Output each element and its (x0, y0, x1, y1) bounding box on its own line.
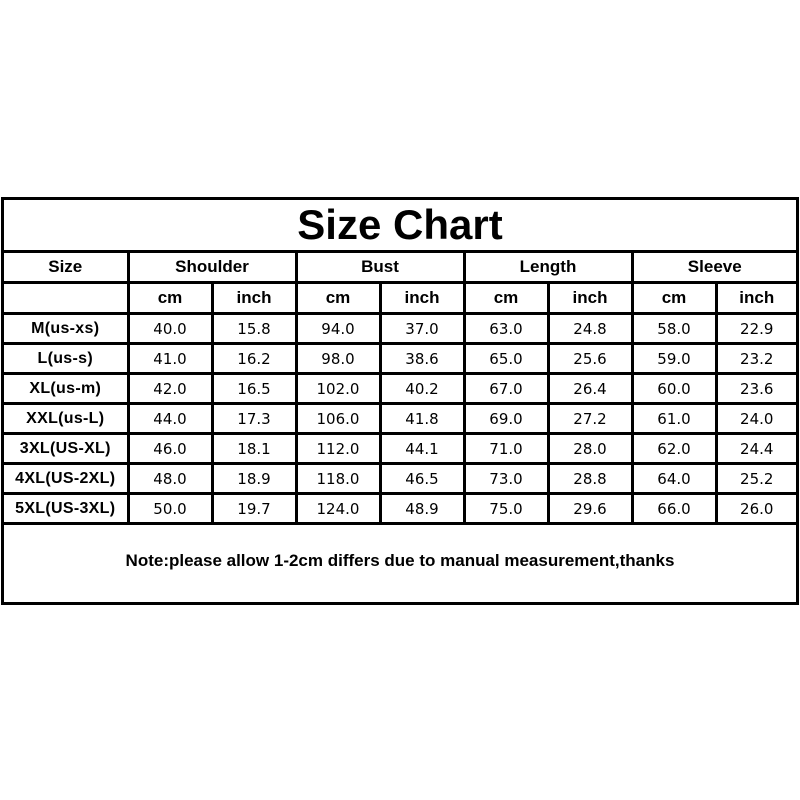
measurement-cell: 18.1 (210, 432, 298, 465)
unit-header: inch (714, 281, 798, 315)
measurement-cell: 25.6 (546, 342, 634, 375)
unit-header: cm (126, 281, 214, 315)
measurement-cell: 64.0 (630, 462, 718, 495)
measurement-cell: 69.0 (462, 402, 550, 435)
measurement-cell: 60.0 (630, 372, 718, 405)
measurement-cell: 40.2 (378, 372, 466, 405)
measurement-cell: 98.0 (294, 342, 382, 375)
measurement-cell: 41.0 (126, 342, 214, 375)
size-chart: Size Chart Size Shoulder Bust Length Sle… (1, 197, 799, 605)
measurement-cell: 15.8 (210, 312, 298, 345)
measurement-cell: 62.0 (630, 432, 718, 465)
measurement-cell: 71.0 (462, 432, 550, 465)
measurement-cell: 48.0 (126, 462, 214, 495)
size-label: 4XL(US-2XL) (2, 462, 130, 495)
unit-header: cm (630, 281, 718, 315)
measurement-cell: 23.6 (714, 372, 798, 405)
measurement-cell: 18.9 (210, 462, 298, 495)
table-row: XL(us-m) 42.0 16.5 102.0 40.2 67.0 26.4 60.0 23.… (2, 372, 798, 405)
measurement-cell: 40.0 (126, 312, 214, 345)
measurement-cell: 94.0 (294, 312, 382, 345)
table-row: 4XL(US-2XL) 48.0 18.9 118.0 46.5 73.0 28.8 64.0… (2, 462, 798, 495)
measurement-cell: 27.2 (546, 402, 634, 435)
measurement-cell: 124.0 (294, 492, 382, 525)
measurement-cell: 73.0 (462, 462, 550, 495)
measurement-cell: 17.3 (210, 402, 298, 435)
measurement-cell: 25.2 (714, 462, 798, 495)
measurement-cell: 28.0 (546, 432, 634, 465)
size-label: 5XL(US-3XL) (2, 492, 130, 525)
measurement-cell: 48.9 (378, 492, 466, 525)
unit-header: cm (462, 281, 550, 315)
size-label: XL(us-m) (2, 372, 130, 405)
measurement-cell: 58.0 (630, 312, 718, 345)
table-row: XXL(us-L) 44.0 17.3 106.0 41.8 69.0 27.2 61.0 24… (2, 402, 798, 435)
table-row: M(us-xs) 40.0 15.8 94.0 37.0 63.0 24.8 58.0 22.9 (2, 312, 798, 345)
measurement-cell: 24.8 (546, 312, 634, 345)
measurement-cell: 46.5 (378, 462, 466, 495)
unit-header: inch (546, 281, 634, 315)
header-shoulder: Shoulder (126, 250, 298, 284)
measurement-cell: 67.0 (462, 372, 550, 405)
unit-header: cm (294, 281, 382, 315)
table-row: 5XL(US-3XL) 50.0 19.7 124.0 48.9 75.0 29.6 66.0… (2, 492, 798, 525)
unit-header: inch (378, 281, 466, 315)
measurement-cell: 16.2 (210, 342, 298, 375)
measurement-cell: 26.0 (714, 492, 798, 525)
measurement-cell: 44.0 (126, 402, 214, 435)
measurement-cell: 38.6 (378, 342, 466, 375)
measurement-cell: 19.7 (210, 492, 298, 525)
table-row: 3XL(US-XL) 46.0 18.1 112.0 44.1 71.0 28.0 62.0 2… (2, 432, 798, 465)
measurement-cell: 59.0 (630, 342, 718, 375)
measurement-cell: 24.0 (714, 402, 798, 435)
measurement-cell: 42.0 (126, 372, 214, 405)
header-sleeve: Sleeve (630, 250, 798, 284)
measurement-cell: 23.2 (714, 342, 798, 375)
measurement-cell: 29.6 (546, 492, 634, 525)
measurement-cell: 112.0 (294, 432, 382, 465)
chart-title: Size Chart (2, 198, 798, 253)
measurement-cell: 61.0 (630, 402, 718, 435)
measurement-cell: 16.5 (210, 372, 298, 405)
measurement-cell: 75.0 (462, 492, 550, 525)
header-length: Length (462, 250, 634, 284)
measurement-cell: 102.0 (294, 372, 382, 405)
measurement-cell: 106.0 (294, 402, 382, 435)
size-label: L(us-s) (2, 342, 130, 375)
size-label: M(us-xs) (2, 312, 130, 345)
measurement-cell: 28.8 (546, 462, 634, 495)
measurement-cell: 46.0 (126, 432, 214, 465)
measurement-cell: 50.0 (126, 492, 214, 525)
size-label: XXL(us-L) (2, 402, 130, 435)
note-text: Note:please allow 1-2cm differs due to m… (2, 522, 798, 599)
size-label: 3XL(US-XL) (2, 432, 130, 465)
measurement-cell: 65.0 (462, 342, 550, 375)
unit-blank (2, 281, 130, 315)
measurement-cell: 44.1 (378, 432, 466, 465)
header-size: Size (2, 250, 130, 284)
measurement-cell: 66.0 (630, 492, 718, 525)
measurement-cell: 24.4 (714, 432, 798, 465)
measurement-cell: 41.8 (378, 402, 466, 435)
measurement-cell: 26.4 (546, 372, 634, 405)
table-row: L(us-s) 41.0 16.2 98.0 38.6 65.0 25.6 59.0 23.2 (2, 342, 798, 375)
size-table: Size Chart Size Shoulder Bust Length Sle… (2, 198, 798, 599)
measurement-cell: 22.9 (714, 312, 798, 345)
measurement-cell: 63.0 (462, 312, 550, 345)
measurement-cell: 118.0 (294, 462, 382, 495)
measurement-cell: 37.0 (378, 312, 466, 345)
header-bust: Bust (294, 250, 466, 284)
unit-header: inch (210, 281, 298, 315)
